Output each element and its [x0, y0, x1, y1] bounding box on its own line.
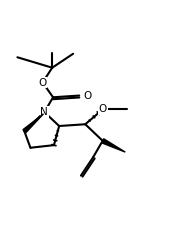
- Text: O: O: [83, 90, 91, 101]
- Text: O: O: [38, 78, 47, 87]
- Text: N: N: [41, 107, 48, 117]
- Text: O: O: [98, 105, 107, 114]
- Polygon shape: [23, 114, 44, 133]
- Polygon shape: [102, 139, 125, 152]
